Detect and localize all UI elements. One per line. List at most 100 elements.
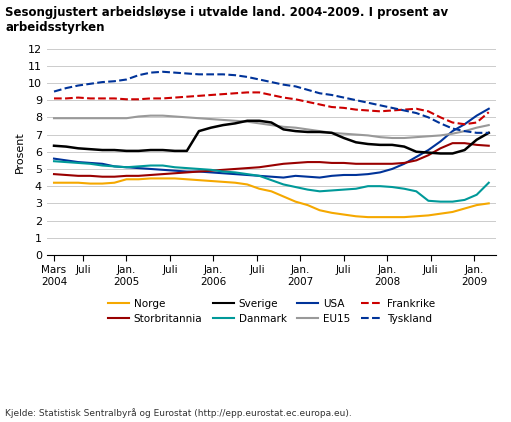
Frankrike [244,90,250,95]
Storbritannia [401,160,407,165]
Sverige [461,148,468,153]
Danmark [87,161,94,166]
Tyskland [389,106,395,111]
Norge [87,181,94,186]
Norge [51,180,57,185]
Danmark [99,163,105,168]
Legend: Norge, Storbritannia, Sverige, Danmark, USA, EU15, Frankrike, Tyskland: Norge, Storbritannia, Sverige, Danmark, … [104,295,439,328]
EU15 [353,132,359,137]
USA [208,170,214,175]
Danmark [389,184,395,189]
Storbritannia [450,141,456,146]
Tyskland [123,77,129,82]
USA [292,173,298,179]
EU15 [123,116,129,121]
EU15 [87,116,94,121]
Sverige [268,120,274,125]
Storbritannia [63,173,69,178]
USA [148,166,154,171]
Danmark [317,189,323,194]
USA [474,113,480,118]
Danmark [123,165,129,170]
EU15 [292,125,298,130]
Sverige [341,135,347,141]
Sverige [485,130,492,135]
Line: Storbritannia: Storbritannia [54,143,489,177]
EU15 [159,113,166,118]
EU15 [63,116,69,121]
Sverige [281,127,287,132]
Tyskland [413,111,420,116]
USA [135,165,142,170]
Frankrike [99,96,105,101]
Norge [365,215,371,220]
Storbritannia [99,174,105,179]
Norge [353,214,359,219]
Norge [329,210,335,215]
EU15 [461,129,468,134]
USA [401,161,407,166]
Text: Kjelde: Statistisk Sentralbyrå og Eurostat (http://epp.eurostat.ec.europa.eu).: Kjelde: Statistisk Sentralbyrå og Eurost… [5,408,352,418]
USA [172,168,178,173]
Sverige [401,144,407,149]
Norge [244,182,250,187]
EU15 [111,116,118,121]
Danmark [220,169,226,174]
Sverige [389,142,395,147]
Frankrike [87,96,94,101]
Frankrike [281,95,287,100]
Norge [341,212,347,217]
Line: USA: USA [54,109,489,178]
EU15 [172,114,178,119]
Tyskland [268,80,274,85]
Tyskland [244,74,250,79]
Storbritannia [135,173,142,179]
EU15 [148,113,154,118]
USA [281,175,287,180]
Frankrike [172,95,178,100]
Norge [99,181,105,186]
Danmark [196,166,202,171]
Text: Sesongjustert arbeidsløyse i utvalde land. 2004-2009. I prosent av arbeidsstyrke: Sesongjustert arbeidsløyse i utvalde lan… [5,6,448,34]
Sverige [75,146,81,151]
EU15 [51,116,57,121]
EU15 [401,135,407,141]
Frankrike [196,93,202,98]
Storbritannia [292,160,298,165]
Norge [148,176,154,181]
EU15 [75,116,81,121]
Frankrike [135,97,142,102]
Norge [401,215,407,220]
EU15 [305,127,311,132]
Tyskland [87,81,94,87]
Storbritannia [353,161,359,166]
Sverige [292,129,298,134]
Tyskland [135,73,142,78]
Danmark [135,164,142,169]
Danmark [75,160,81,165]
Norge [305,203,311,208]
Frankrike [401,107,407,112]
Danmark [244,172,250,177]
Norge [281,194,287,199]
USA [329,173,335,179]
Frankrike [389,108,395,113]
Norge [425,213,431,218]
Norge [268,189,274,194]
Storbritannia [111,174,118,179]
Storbritannia [123,173,129,179]
Tyskland [450,126,456,131]
Storbritannia [268,163,274,168]
Frankrike [341,106,347,111]
Danmark [329,188,335,193]
USA [305,174,311,179]
Norge [474,203,480,208]
Frankrike [184,94,190,99]
Sverige [450,151,456,156]
USA [256,173,262,179]
Frankrike [305,99,311,104]
Tyskland [485,130,492,135]
Storbritannia [244,165,250,170]
Line: Frankrike: Frankrike [54,92,489,124]
Tyskland [63,86,69,91]
